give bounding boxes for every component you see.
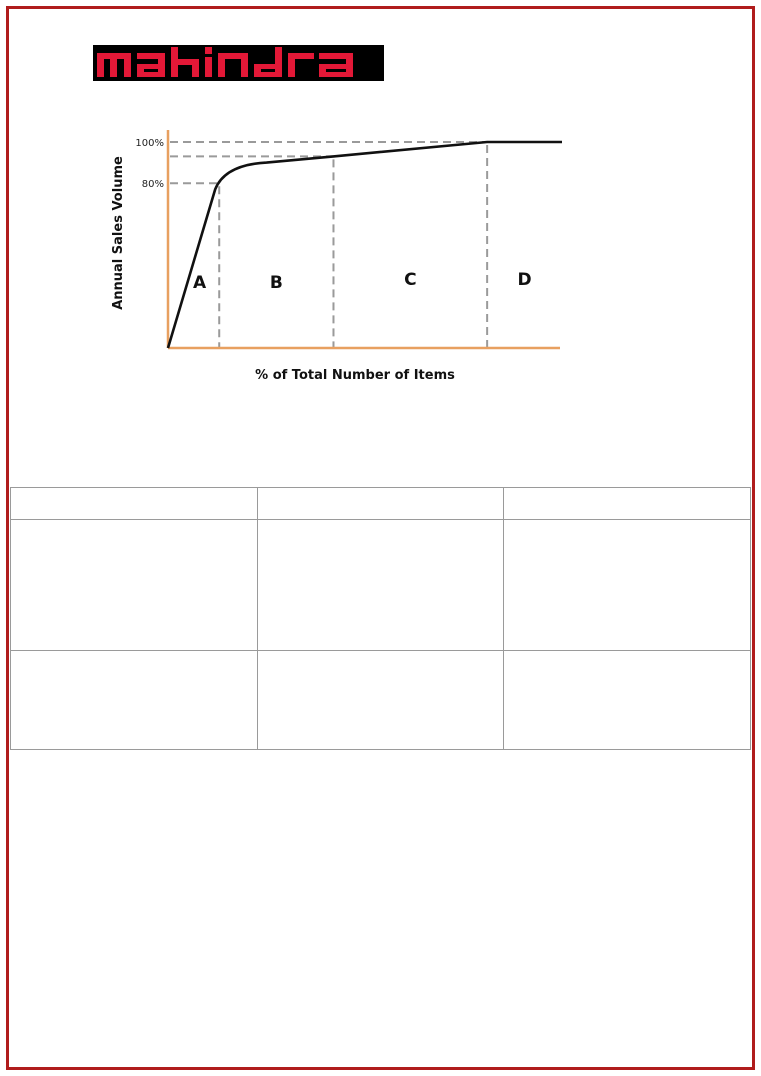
- cumulative-sales-curve: [166, 140, 562, 349]
- region-label: C: [404, 270, 416, 290]
- table-cell: [256, 487, 505, 520]
- table-cell: [256, 519, 505, 651]
- abc-analysis-chart: 100% 80% A B C D Annual Sales Volume % of To…: [100, 120, 580, 400]
- table-cell: [256, 650, 505, 750]
- table-cell: [10, 519, 258, 651]
- table-cell: [503, 650, 751, 750]
- data-table: [10, 487, 751, 750]
- logo-wordmark: [97, 47, 353, 77]
- y-tick-label: 80%: [142, 179, 164, 190]
- region-label: D: [518, 270, 532, 290]
- mahindra-logo: [93, 45, 384, 81]
- chart-svg: 100% 80% A B C D Annual Sales Volume % of To…: [111, 130, 562, 383]
- region-label: B: [270, 273, 283, 293]
- table-header-row: [10, 487, 751, 520]
- y-tick-label: 100%: [135, 138, 164, 149]
- y-axis-label: Annual Sales Volume: [111, 156, 126, 310]
- x-axis-label: % of Total Number of Items: [255, 368, 455, 383]
- page-border: [6, 6, 755, 1070]
- table-cell: [10, 650, 258, 750]
- table-cell: [503, 519, 751, 651]
- table-cell: [503, 487, 751, 520]
- table-cell: [10, 487, 258, 520]
- region-label: A: [193, 273, 207, 293]
- table-row: [10, 650, 751, 750]
- table-row: [10, 519, 751, 651]
